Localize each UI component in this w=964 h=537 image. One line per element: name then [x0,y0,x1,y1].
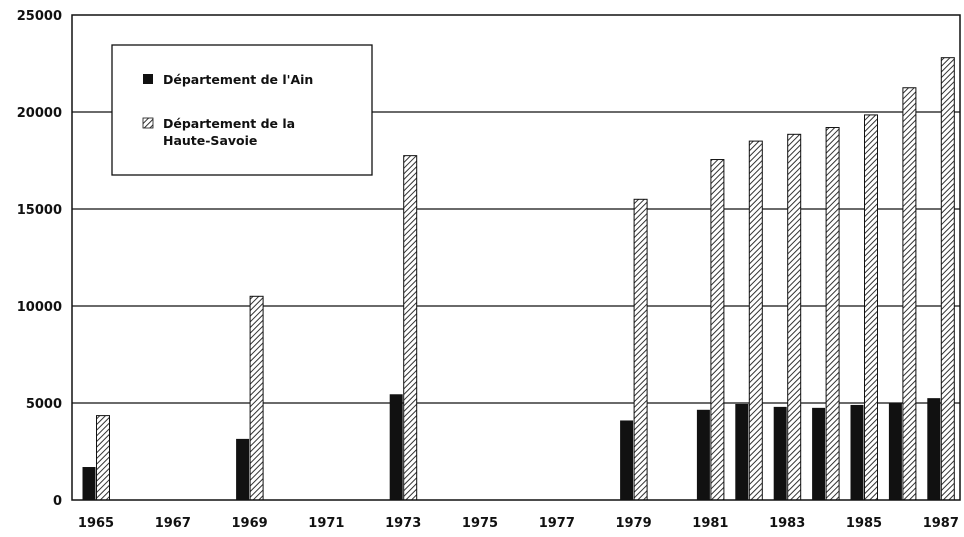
legend-swatch-ain [143,74,153,84]
y-tick-label: 15000 [17,203,62,218]
x-tick-label: 1979 [616,516,652,531]
y-tick-label: 5000 [26,397,62,412]
plot-area-border [71,14,961,501]
bar-haute-savoie-1984 [825,127,840,501]
legend-swatch-haute-savoie [142,117,154,129]
bar-ain-1984 [812,407,826,500]
x-tick-label: 1985 [846,516,882,531]
x-tick-label: 1977 [539,516,575,531]
bar-haute-savoie-1969 [249,295,264,501]
legend-label-ain: Département de l'Ain [163,72,313,87]
bars [82,57,955,501]
legend-label-haute-savoie-line2: Haute-Savoie [163,133,257,148]
x-tick-label: 1973 [385,516,421,531]
x-tick-label: 1987 [923,516,959,531]
bar-haute-savoie-1981 [710,159,725,501]
legend: Département de l'Ain Département de la H… [111,44,373,176]
legend-box [111,44,373,176]
bar-ain-1985 [850,404,864,500]
y-tick-label: 0 [53,494,62,509]
bar-haute-savoie-1979 [633,198,648,501]
bar-haute-savoie-1983 [787,133,802,501]
bar-ain-1965 [82,467,96,500]
x-tick-label: 1971 [308,516,344,531]
bar-ain-1987 [927,398,941,500]
bar-haute-savoie-1965 [96,415,110,501]
bar-ain-1982 [735,403,749,500]
bar-haute-savoie-1973 [403,155,418,501]
bar-haute-savoie-1982 [748,140,763,501]
bar-ain-1981 [696,409,710,500]
x-tick-label: 1975 [462,516,498,531]
x-tick-label: 1965 [78,516,114,531]
bar-ain-1979 [620,420,634,500]
y-axis-tick-labels: 0 5000 10000 15000 20000 25000 [17,9,62,509]
x-axis-tick-labels: 1965 1967 1969 1971 1973 1975 1977 1979 1981 1983… [78,516,959,531]
bar-ain-1969 [236,438,250,500]
y-tick-label: 20000 [17,106,62,121]
bar-ain-1986 [888,403,902,500]
x-tick-label: 1983 [769,516,805,531]
x-tick-label: 1969 [232,516,268,531]
bar-haute-savoie-1987 [940,57,955,501]
y-tick-label: 10000 [17,300,62,315]
legend-label-haute-savoie-line1: Département de la [163,116,295,131]
x-tick-label: 1967 [155,516,191,531]
x-tick-label: 1981 [692,516,728,531]
y-tick-label: 25000 [17,9,62,24]
bar-ain-1983 [773,406,787,500]
bar-haute-savoie-1985 [864,114,878,501]
bar-haute-savoie-1986 [902,87,917,501]
bar-ain-1973 [389,394,403,500]
